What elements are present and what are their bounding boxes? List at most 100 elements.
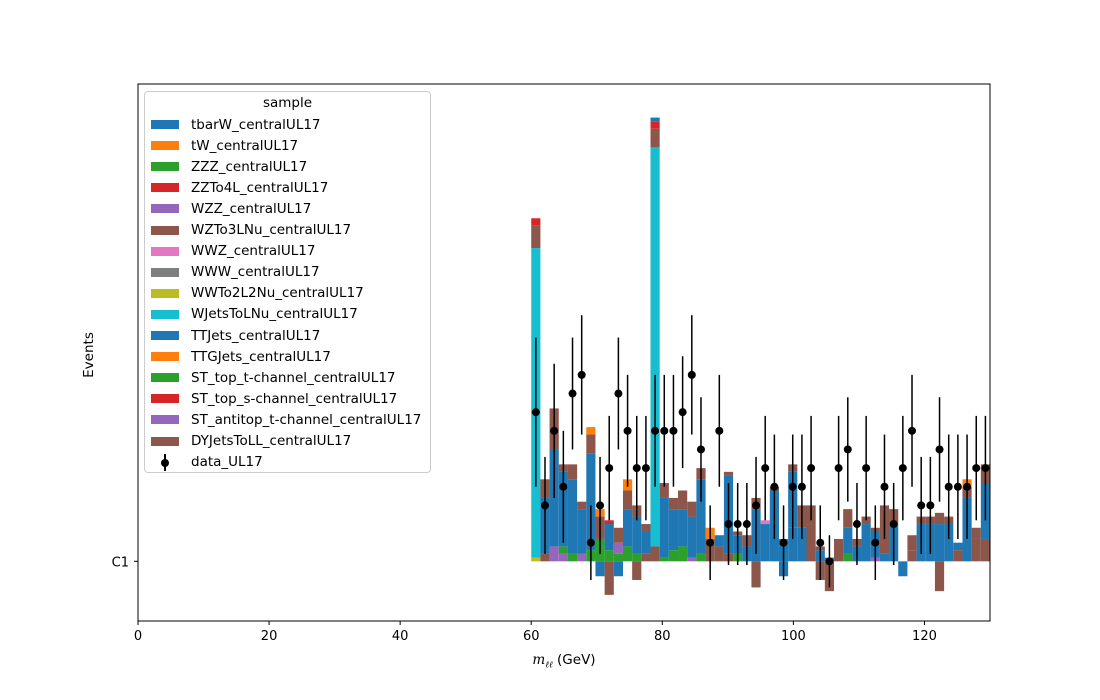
histogram-bar-segment: [549, 546, 559, 562]
histogram-bar-segment: [577, 509, 587, 554]
histogram-bar-segment: [934, 524, 945, 562]
data-point: [862, 464, 871, 473]
histogram-bar-segment: [760, 520, 770, 525]
histogram-bar-segment: [659, 483, 669, 498]
y-axis-ticks: C1: [112, 555, 138, 570]
data-point: [696, 445, 705, 454]
histogram-bar-segment: [540, 553, 550, 562]
histogram-bar-segment: [577, 553, 587, 562]
legend-label: WJetsToLNu_centralUL17: [191, 306, 358, 323]
x-tick-label: 100: [781, 629, 806, 644]
histogram-bar-segment: [650, 147, 660, 547]
legend-label: DYJetsToLL_centralUL17: [191, 433, 352, 449]
histogram-bar-segment: [687, 516, 697, 558]
data-point: [834, 464, 843, 473]
legend-label: WZTo3LNu_centralUL17: [191, 222, 352, 238]
x-axis-ticks: 0 20 40 60 80 100 120: [134, 621, 937, 644]
legend-swatch: [151, 120, 179, 129]
legend-swatch: [151, 352, 179, 362]
legend-swatch: [151, 246, 179, 256]
histogram-bar-segment: [632, 561, 642, 580]
histogram-bar-segment: [558, 546, 568, 554]
histogram-bar-segment: [595, 561, 605, 577]
histogram-bar-segment: [696, 553, 706, 562]
data-point: [788, 482, 797, 491]
data-point: [660, 426, 669, 435]
legend-label: tbarW_centralUL17: [191, 116, 321, 133]
data-point: [871, 538, 880, 547]
y-axis-label: Events: [81, 332, 97, 378]
legend-swatch: [151, 183, 179, 193]
legend-swatch: [151, 309, 179, 319]
y-tick-label: C1: [112, 555, 129, 570]
histogram-bar-segment: [714, 535, 724, 547]
legend-item: WZZ_centralUL17: [151, 198, 311, 219]
legend-item-data: data_UL17: [151, 452, 263, 473]
histogram-bar-segment: [558, 553, 568, 562]
histogram-bar-segment: [861, 524, 871, 562]
legend-item: WWTo2L2Nu_centralUL17: [151, 283, 364, 304]
data-point: [972, 464, 981, 473]
histogram-bar-segment: [687, 501, 697, 517]
data-point: [761, 464, 770, 473]
histogram-bar-segment: [567, 479, 578, 554]
histogram-bar-segment: [760, 524, 770, 562]
data-point: [596, 501, 605, 510]
legend-label: ZZTo4L_centralUL17: [191, 179, 329, 196]
histogram-bar-segment: [622, 490, 633, 510]
legend-item: TTJets_centralUL17: [151, 325, 320, 346]
data-point: [908, 426, 917, 435]
legend-swatch: [151, 141, 179, 151]
histogram-bar-segment: [641, 531, 651, 554]
histogram-bar-segment: [613, 542, 623, 554]
histogram-bar-segment: [531, 557, 541, 562]
histogram-bar-segment: [632, 516, 642, 554]
histogram-bar-segment: [843, 527, 853, 554]
histogram-bar-segment: [659, 557, 669, 562]
legend-item: ST_top_s-channel_centralUL17: [151, 388, 397, 409]
x-axis-label-unit: (GeV): [557, 652, 596, 668]
data-point: [715, 426, 724, 435]
x-tick-label: 60: [523, 629, 540, 644]
histogram-bar-segment: [567, 553, 578, 562]
histogram-bar-segment: [613, 553, 623, 562]
data-point: [540, 501, 549, 510]
legend-item: ZZZ_centralUL17: [151, 156, 307, 177]
legend-item: ST_antitop_t-channel_centralUL17: [151, 409, 421, 430]
histogram-bar-segment: [641, 553, 651, 562]
histogram-bar-segment: [696, 479, 706, 554]
legend-item: ST_top_t-channel_centralUL17: [151, 367, 396, 388]
legend-swatch: [151, 436, 179, 446]
histogram-bar-segment: [531, 524, 541, 558]
histogram-bar-segment: [668, 497, 679, 510]
data-point: [779, 538, 788, 547]
x-axis-label: mℓℓ (GeV): [532, 652, 595, 671]
legend-item: ZZTo4L_centralUL17: [151, 177, 328, 198]
histogram-bar-segment: [613, 561, 623, 577]
data-point: [963, 482, 972, 491]
data-point: [807, 464, 816, 473]
legend-label: TTJets_centralUL17: [191, 327, 321, 344]
data-point: [605, 464, 614, 473]
legend-swatch: [151, 373, 179, 383]
data-point: [632, 464, 641, 473]
data-point: [641, 464, 650, 473]
axes-frame: [137, 83, 991, 622]
data-point: [852, 520, 861, 529]
x-axis-label-subscript: ℓℓ: [545, 660, 553, 671]
histogram-bar-segment: [641, 524, 651, 532]
legend-item: WWZ_centralUL17: [151, 241, 315, 262]
legend-item: DYJetsToLL_centralUL17: [151, 431, 351, 452]
legend-label: ST_top_s-channel_centralUL17: [191, 390, 398, 407]
legend-errorbar-marker: [151, 453, 179, 471]
data-point: [687, 370, 696, 379]
legend-item: WWW_centralUL17: [151, 262, 320, 283]
x-tick-label: 80: [654, 629, 671, 644]
histogram-bar-segment: [531, 218, 541, 226]
data-point: [917, 501, 926, 510]
legend-title: sample: [262, 95, 313, 111]
data-point: [880, 482, 889, 491]
legend-item: WZTo3LNu_centralUL17: [151, 220, 351, 241]
histogram-bar-segment: [797, 527, 807, 562]
histogram-bar-segment: [714, 546, 724, 562]
